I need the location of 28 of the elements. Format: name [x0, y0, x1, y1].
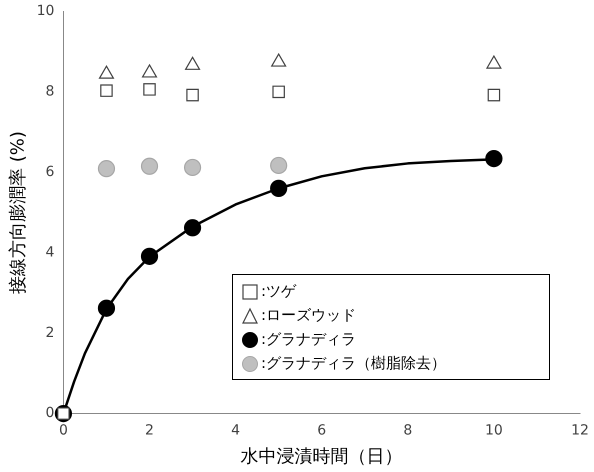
point	[98, 300, 116, 317]
point	[184, 158, 202, 176]
legend-label: :グラナディラ	[261, 330, 356, 348]
point	[140, 248, 158, 265]
y-tick-label: 10	[36, 3, 54, 20]
legend-label: :ツゲ	[261, 282, 296, 300]
point	[485, 150, 503, 168]
x-tick-label: 4	[231, 422, 240, 439]
point	[270, 156, 288, 174]
y-tick-label: 4	[45, 244, 54, 260]
legend-label: :ローズウッド	[261, 306, 356, 324]
x-tick-label: 10	[484, 422, 503, 439]
point	[98, 160, 116, 178]
x-tick-label: 0	[58, 422, 68, 439]
legend-label: :グラナディラ（樹脂除去）	[261, 354, 446, 372]
point	[270, 180, 288, 197]
y-axis-title: 接線方向膨潤率 (%)	[7, 131, 28, 294]
y-tick-label: 0	[45, 405, 54, 422]
y-tick-label: 8	[45, 83, 54, 100]
x-tick-label: 6	[317, 422, 326, 439]
x-tick-label: 8	[403, 422, 412, 439]
point	[184, 219, 202, 236]
x-axis-title: 水中浸漬時間（日）	[240, 446, 403, 467]
x-tick-label: 2	[145, 422, 154, 439]
y-tick-label: 6	[45, 164, 54, 180]
y-tick-label: 2	[45, 324, 54, 341]
x-tick-label: 12	[571, 422, 589, 439]
point	[140, 158, 158, 175]
